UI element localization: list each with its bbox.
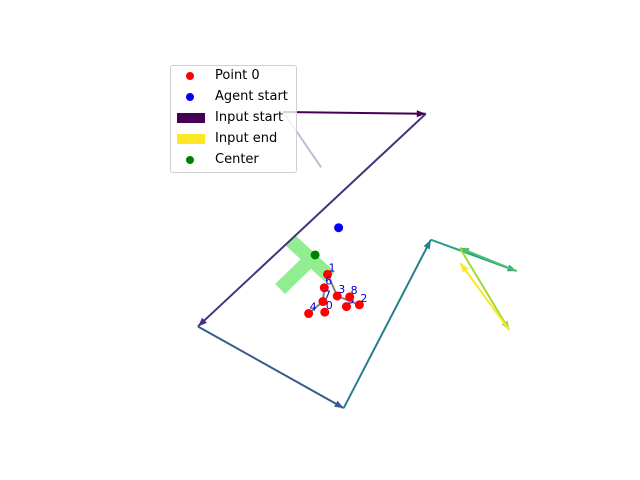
trajectory-arrowhead [459, 248, 470, 255]
legend-marker [177, 134, 205, 144]
legend-label: Input start [215, 110, 284, 125]
trajectory-segment [459, 262, 511, 331]
legend-item: Agent start [171, 87, 298, 107]
point-marker [320, 307, 330, 317]
trajectory-arrowhead [334, 400, 344, 409]
point-marker [304, 309, 314, 319]
trajectory-segment [197, 325, 345, 409]
legend-marker [186, 72, 194, 80]
point-label: 0 [326, 299, 333, 312]
legend-item: Input start [171, 108, 298, 128]
point-marker [341, 302, 351, 312]
point-marker [318, 297, 328, 307]
legend-marker [186, 156, 194, 164]
center-region-bar [275, 252, 317, 294]
trajectory-arrowhead [423, 239, 431, 250]
point-label: 4 [310, 301, 317, 314]
point-label: 6 [325, 275, 332, 288]
legend: Point 0 Agent start Input start Input en… [170, 65, 297, 173]
center-region [275, 234, 335, 294]
legend-label: Agent start [215, 89, 288, 104]
plot-area: 012345678 [197, 110, 518, 409]
point-marker [332, 291, 342, 301]
legend-marker [177, 113, 205, 123]
trajectory [197, 110, 518, 409]
point-label: 8 [351, 284, 358, 297]
point-label: 2 [360, 292, 367, 305]
trajectory-segment [342, 239, 432, 409]
point-label: 1 [329, 261, 336, 274]
trajectory-segment [283, 110, 426, 115]
legend-marker [186, 93, 194, 101]
point-label: 7 [324, 289, 331, 302]
trajectory-arrowhead [460, 263, 469, 273]
legend-item: Point 0 [171, 66, 298, 86]
point-marker [319, 283, 329, 293]
legend-item: Center [171, 150, 298, 170]
points: 012345678 [304, 261, 367, 319]
legend-label: Point 0 [215, 68, 260, 83]
point-marker [345, 292, 355, 302]
center-marker [310, 250, 320, 260]
legend-item: Input end [171, 129, 298, 149]
point-marker [354, 300, 364, 310]
trajectory-segment [197, 113, 427, 328]
agent-start-marker [334, 223, 344, 233]
point-label: 3 [338, 283, 345, 296]
trajectory-arrowhead [416, 110, 426, 118]
trajectory-segment [459, 247, 518, 273]
trajectory-segment [459, 247, 511, 331]
legend-label: Input end [215, 131, 278, 146]
trajectory-arrowhead [197, 317, 207, 327]
point-marker [323, 269, 333, 279]
legend-label: Center [215, 152, 259, 167]
